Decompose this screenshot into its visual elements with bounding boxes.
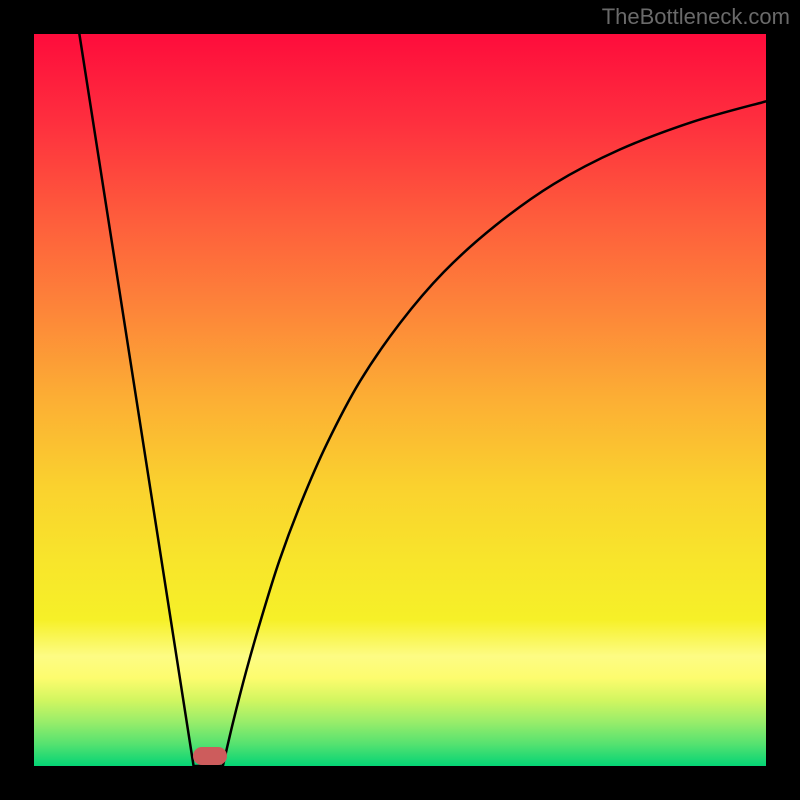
bottleneck-curve (79, 34, 766, 766)
curve-svg (34, 34, 766, 766)
watermark-text: TheBottleneck.com (602, 4, 790, 30)
valley-marker (193, 747, 227, 765)
plot-area (34, 34, 766, 766)
chart-container: TheBottleneck.com (0, 0, 800, 800)
